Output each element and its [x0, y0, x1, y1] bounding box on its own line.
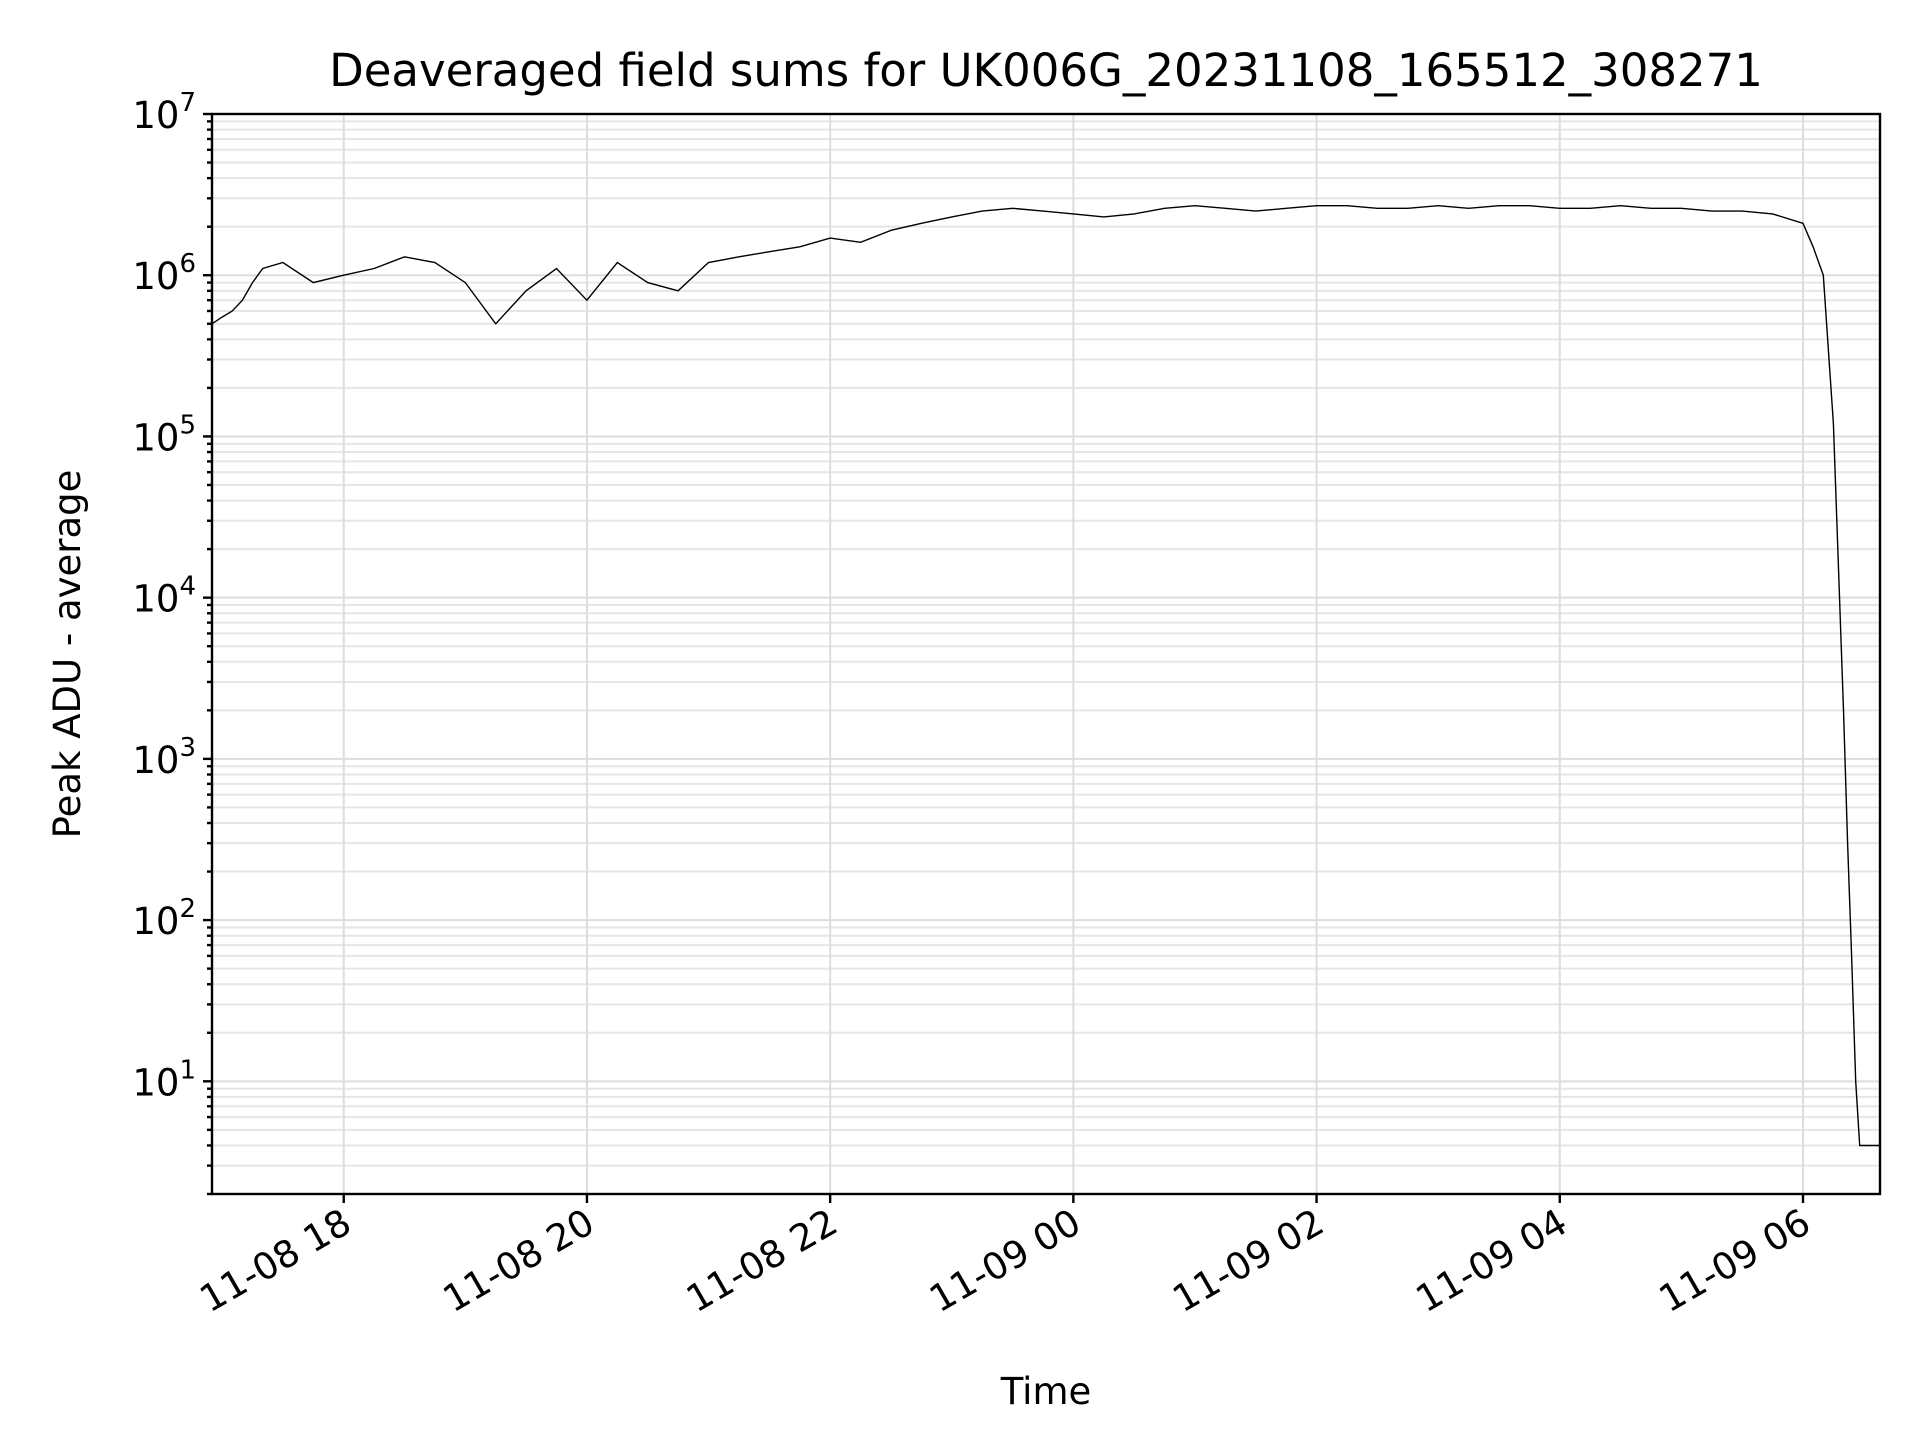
y-tick-label: 105	[132, 410, 196, 459]
y-tick-label: 107	[132, 88, 196, 137]
y-tick-label: 106	[132, 249, 196, 298]
grid	[212, 113, 1880, 1195]
x-tick-label: 11-08 18	[193, 1201, 359, 1321]
x-axis-label: Time	[1000, 1370, 1092, 1413]
series-line	[211, 204, 1880, 1147]
x-tick-label: 11-08 22	[679, 1201, 845, 1321]
y-tick-label: 102	[132, 894, 196, 943]
chart-title: Deaveraged field sums for UK006G_2023110…	[329, 44, 1763, 97]
x-tick-label: 11-09 00	[922, 1201, 1088, 1321]
plot-frame	[210, 112, 1882, 1196]
y-tick-label: 104	[132, 572, 196, 621]
ticks: 101 102 103 104 105 106 107 11-08 18 11-08 20 11-…	[132, 88, 1817, 1321]
x-tick-label: 11-08 20	[436, 1201, 602, 1321]
x-tick-label: 11-09 02	[1165, 1201, 1331, 1321]
x-tick-label: 11-09 04	[1409, 1201, 1575, 1321]
y-tick-label: 101	[132, 1055, 196, 1104]
y-axis-label: Peak ADU - average	[46, 470, 89, 839]
x-tick-label: 11-09 06	[1652, 1201, 1818, 1321]
y-tick-label: 103	[132, 733, 196, 782]
series-layer	[211, 204, 1880, 1147]
